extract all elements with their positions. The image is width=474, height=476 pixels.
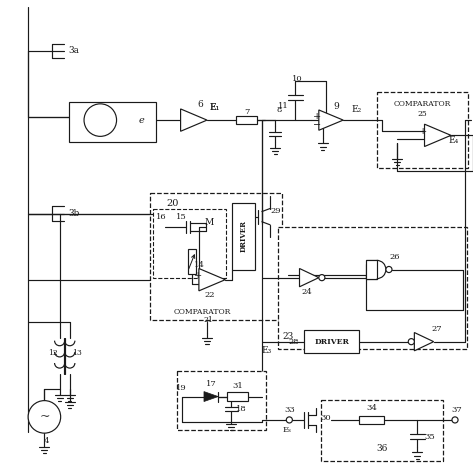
Text: 31: 31 (232, 382, 243, 390)
Text: 20: 20 (166, 199, 179, 208)
Bar (303, 330, 359, 353)
Bar (321, 400, 443, 461)
Bar (278, 227, 467, 349)
Text: 23: 23 (283, 332, 294, 341)
Text: 21: 21 (203, 317, 213, 324)
Text: 35: 35 (424, 433, 435, 441)
Text: 17: 17 (206, 380, 217, 388)
Text: ~: ~ (39, 410, 50, 423)
Circle shape (408, 338, 414, 345)
Text: 29: 29 (271, 207, 282, 215)
Bar (176, 371, 266, 430)
Text: E₄: E₄ (449, 136, 459, 145)
Text: 16: 16 (156, 213, 166, 221)
Bar (237, 116, 257, 124)
Text: 6: 6 (197, 100, 203, 109)
Text: COMPARATOR: COMPARATOR (173, 308, 231, 316)
Circle shape (319, 275, 325, 281)
Text: e: e (138, 116, 144, 125)
Bar (69, 102, 156, 142)
Bar (150, 193, 282, 320)
Text: 5b: 5b (91, 126, 100, 134)
Polygon shape (319, 110, 343, 130)
Text: 3b: 3b (69, 209, 80, 218)
Text: 15: 15 (176, 213, 187, 221)
Bar (359, 416, 384, 424)
Polygon shape (414, 333, 434, 351)
Text: 37: 37 (452, 406, 463, 414)
Bar (228, 393, 248, 401)
Text: 3a: 3a (69, 47, 80, 56)
Text: 33: 33 (284, 406, 295, 414)
Text: 18: 18 (236, 405, 247, 413)
Text: 26: 26 (390, 253, 401, 261)
Bar (232, 203, 255, 269)
Text: 12: 12 (48, 349, 57, 357)
Polygon shape (365, 260, 377, 278)
Polygon shape (204, 392, 218, 402)
Bar (377, 92, 468, 168)
Text: 1: 1 (93, 110, 98, 118)
Bar (153, 208, 226, 278)
Text: −: − (313, 121, 321, 129)
Text: 30: 30 (321, 414, 331, 422)
Text: 24: 24 (301, 288, 312, 296)
Polygon shape (199, 268, 225, 291)
Circle shape (28, 401, 61, 433)
Text: 28: 28 (288, 337, 299, 346)
Polygon shape (425, 124, 451, 147)
Text: 22: 22 (205, 291, 215, 299)
Circle shape (452, 417, 458, 423)
Bar (188, 249, 196, 274)
Text: 13: 13 (72, 349, 82, 357)
Polygon shape (300, 268, 319, 287)
Text: 4: 4 (44, 437, 49, 445)
Text: 7: 7 (244, 108, 249, 116)
Text: E₁: E₁ (209, 103, 219, 112)
Text: DRIVER: DRIVER (314, 337, 349, 346)
Text: 8: 8 (276, 106, 282, 114)
Text: +: + (194, 271, 202, 280)
Text: 27: 27 (431, 326, 442, 334)
Circle shape (84, 104, 117, 136)
Text: E₂: E₂ (351, 106, 362, 114)
Text: E₁: E₁ (209, 103, 219, 112)
Text: 11: 11 (278, 102, 289, 110)
Text: 19: 19 (176, 385, 187, 392)
Text: DRIVER: DRIVER (239, 220, 247, 252)
Text: 14: 14 (194, 261, 205, 269)
Polygon shape (181, 109, 207, 131)
Circle shape (286, 417, 292, 423)
Text: Eₛ: Eₛ (283, 426, 292, 434)
Text: 9: 9 (333, 102, 339, 111)
Text: 36: 36 (376, 444, 388, 453)
Circle shape (386, 267, 392, 273)
Text: 34: 34 (366, 404, 377, 412)
Text: M: M (204, 218, 214, 227)
Text: 2: 2 (104, 126, 109, 134)
Text: 25: 25 (418, 110, 428, 118)
Text: E₃: E₃ (262, 347, 272, 355)
Text: +: + (313, 111, 321, 120)
Text: COMPARATOR: COMPARATOR (394, 100, 451, 108)
Text: 5a: 5a (102, 110, 111, 118)
Text: 10: 10 (292, 76, 303, 83)
Text: +: + (419, 127, 428, 136)
